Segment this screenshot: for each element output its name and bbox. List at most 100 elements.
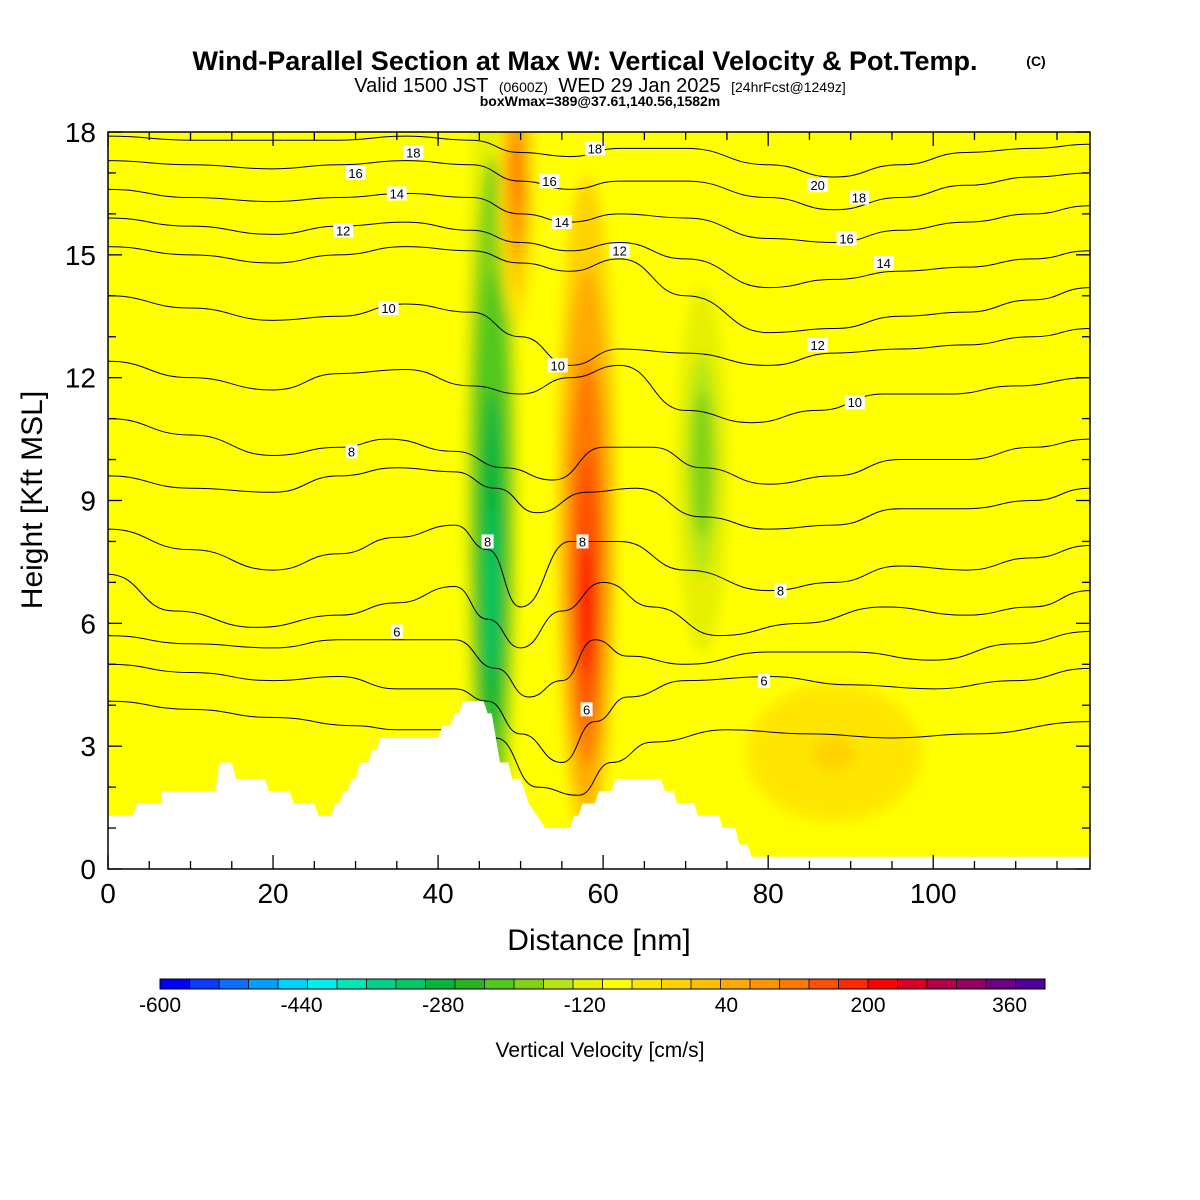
x-tick-label: 80 bbox=[753, 878, 784, 909]
colorbar-swatch bbox=[425, 979, 456, 989]
isentrope-label: 10 bbox=[547, 358, 568, 373]
plot-area: 18 16 14 12 10 8 6 8 18 16 14 12 10 8 6 20 18 16 14 12 10 8 6 bbox=[108, 132, 1090, 869]
svg-text:16: 16 bbox=[348, 166, 362, 181]
svg-text:6: 6 bbox=[393, 625, 400, 640]
colorbar-swatch bbox=[278, 979, 308, 989]
colorbar-swatch bbox=[573, 979, 603, 989]
svg-text:12: 12 bbox=[810, 338, 824, 353]
colorbar-swatch bbox=[661, 979, 692, 989]
isentrope-label: 10 bbox=[844, 395, 865, 410]
colorbar-tick-label: -120 bbox=[564, 994, 606, 1017]
copyright-mark: (C) bbox=[1026, 53, 1045, 69]
isentrope-label: 16 bbox=[345, 165, 366, 181]
isentrope-label: 12 bbox=[333, 223, 354, 238]
svg-text:14: 14 bbox=[555, 215, 569, 230]
svg-text:18: 18 bbox=[852, 191, 866, 206]
colorbar-swatch bbox=[248, 979, 279, 989]
valid-utc: (0600Z) bbox=[499, 79, 548, 95]
isentrope-line bbox=[108, 700, 1090, 796]
valid-prefix: Valid 1500 JST bbox=[354, 75, 488, 97]
isentrope-label: 10 bbox=[378, 301, 399, 316]
colorbar-swatch bbox=[838, 979, 869, 989]
svg-text:12: 12 bbox=[612, 244, 626, 259]
svg-text:8: 8 bbox=[777, 584, 784, 599]
svg-text:10: 10 bbox=[381, 301, 395, 316]
colorbar-swatch bbox=[602, 979, 633, 989]
y-tick-labels: 0 3 6 9 12 15 18 bbox=[65, 117, 96, 885]
x-tick-label: 60 bbox=[588, 878, 619, 909]
colorbar-swatch bbox=[691, 979, 721, 989]
colorbar-swatch bbox=[720, 979, 751, 989]
y-tick-label: 15 bbox=[65, 240, 96, 271]
colorbar-swatch bbox=[514, 979, 544, 989]
isentrope-line bbox=[108, 360, 1090, 424]
isentrope-labels: 18 16 14 12 10 8 6 8 18 16 14 12 10 8 6 20 18 16 14 12 10 8 6 bbox=[333, 141, 894, 717]
colorbar-swatch bbox=[897, 979, 928, 989]
isentrope-label: 20 bbox=[807, 178, 828, 193]
colorbar-swatch bbox=[779, 979, 810, 989]
isentrope-line bbox=[108, 467, 1090, 530]
isentrope-label: 8 bbox=[345, 444, 358, 459]
chart-title: Wind-Parallel Section at Max W: Vertical… bbox=[193, 46, 978, 76]
isentrope-line bbox=[108, 663, 1090, 764]
isentrope-label: 18 bbox=[584, 141, 605, 156]
colorbar-swatch bbox=[455, 979, 485, 989]
isentrope-line bbox=[108, 217, 1090, 289]
svg-text:20: 20 bbox=[810, 178, 824, 193]
colorbar-swatch bbox=[366, 979, 397, 989]
colorbar-tick-label: 360 bbox=[992, 994, 1027, 1017]
colorbar-swatch bbox=[396, 979, 426, 989]
valid-line: Valid 1500 JST (0600Z) WED 29 Jan 2025 [… bbox=[354, 75, 845, 97]
colorbar-swatch bbox=[337, 979, 367, 989]
boxmax-line: boxWmax=389@37.61,140.56,1582m bbox=[480, 93, 721, 109]
colorbar-tick-labels: -600 -440 -280 -120 40 200 360 bbox=[139, 994, 1027, 1017]
isentrope-label: 6 bbox=[580, 702, 593, 717]
isentrope-line bbox=[108, 418, 1090, 485]
colorbar-tick-label: -440 bbox=[281, 994, 323, 1017]
colorbar-swatch bbox=[189, 979, 220, 989]
colorbar-tick-label: 40 bbox=[715, 994, 738, 1017]
svg-text:12: 12 bbox=[336, 223, 350, 238]
colorbar-swatch bbox=[484, 979, 515, 989]
colorbar-swatch bbox=[1015, 979, 1046, 989]
svg-text:8: 8 bbox=[484, 534, 491, 549]
velocity-band bbox=[812, 736, 857, 772]
isentrope-label: 6 bbox=[390, 624, 403, 640]
y-tick-label: 6 bbox=[80, 608, 96, 639]
isentrope-label: 8 bbox=[774, 583, 787, 599]
x-tick-label: 0 bbox=[100, 878, 116, 909]
isentrope-line bbox=[108, 295, 1090, 366]
svg-text:14: 14 bbox=[876, 256, 890, 271]
y-tick-label: 3 bbox=[80, 731, 96, 762]
y-tick-label: 0 bbox=[80, 854, 96, 885]
isentrope-label: 16 bbox=[539, 174, 560, 189]
isentrope-line bbox=[108, 573, 1090, 649]
colorbar-swatch bbox=[809, 979, 839, 989]
colorbar-tick-label: -600 bbox=[139, 994, 181, 1017]
colorbar-swatch bbox=[307, 979, 338, 989]
isentrope-line bbox=[108, 160, 1090, 211]
isentrope-line bbox=[108, 246, 1090, 334]
svg-text:14: 14 bbox=[390, 186, 404, 201]
svg-text:16: 16 bbox=[839, 231, 853, 246]
svg-text:16: 16 bbox=[542, 174, 556, 189]
y-axis-label: Height [Kft MSL] bbox=[16, 391, 49, 609]
velocity-band bbox=[580, 540, 593, 676]
isentrope-label: 12 bbox=[807, 337, 828, 353]
terrain bbox=[108, 701, 1090, 869]
isentrope-label: 14 bbox=[873, 256, 894, 271]
svg-text:18: 18 bbox=[588, 141, 602, 156]
colorbar-swatch bbox=[219, 979, 249, 989]
colorbar-swatch bbox=[160, 979, 190, 989]
isentrope-line bbox=[108, 188, 1090, 244]
colorbar bbox=[159, 978, 1046, 990]
svg-text:18: 18 bbox=[406, 145, 420, 160]
isentrope-label: 16 bbox=[836, 231, 857, 246]
isentrope-line bbox=[108, 631, 1090, 698]
isentrope-label: 18 bbox=[848, 190, 869, 206]
colorbar-swatch bbox=[927, 979, 957, 989]
svg-text:8: 8 bbox=[579, 534, 586, 549]
isentrope-label: 14 bbox=[551, 215, 572, 230]
colorbar-swatch bbox=[750, 979, 780, 989]
valid-date: WED 29 Jan 2025 bbox=[558, 75, 720, 97]
